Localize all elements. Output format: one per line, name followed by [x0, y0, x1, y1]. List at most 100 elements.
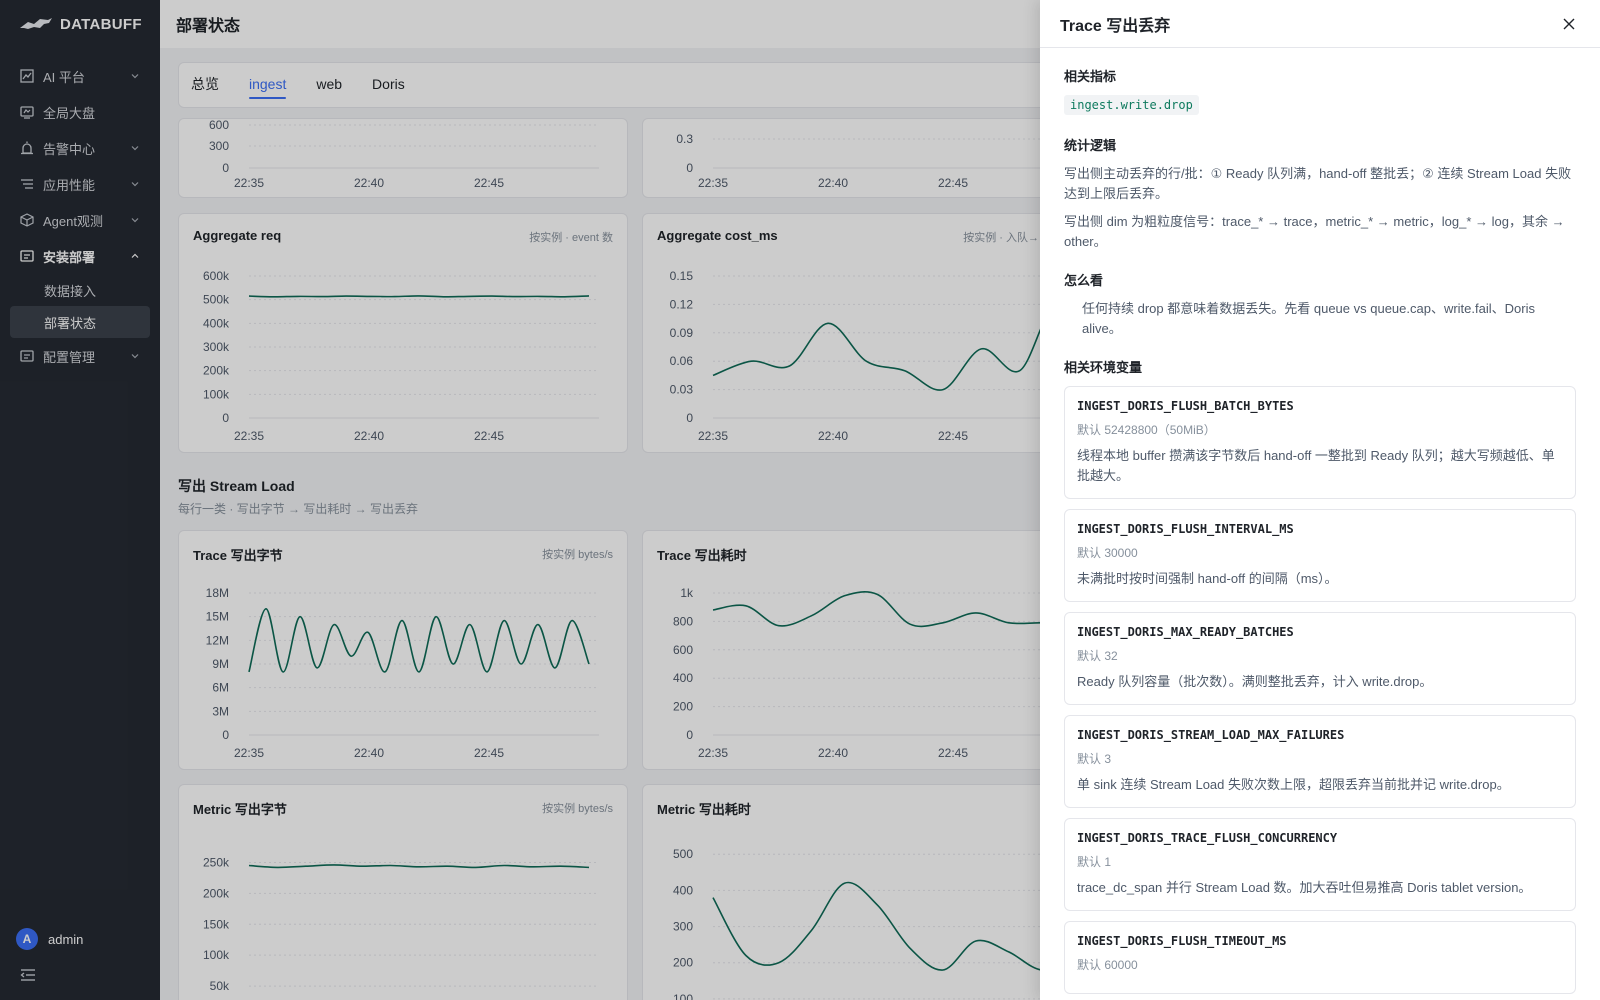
tab-web[interactable]: web [316, 76, 343, 92]
env-name: INGEST_DORIS_MAX_READY_BATCHES [1077, 625, 1294, 639]
y-tick-label: 6M [212, 681, 229, 695]
y-tick-label: 0 [686, 411, 693, 425]
x-tick-label: 22:45 [938, 176, 968, 190]
env-name: INGEST_DORIS_STREAM_LOAD_MAX_FAILURES [1077, 728, 1345, 742]
env-default: 默认 60000 [1077, 958, 1138, 972]
sidebar-item-config-manage[interactable]: 配置管理 [10, 338, 150, 374]
env-desc: 单 sink 连续 Stream Load 失败次数上限，超限丢弃当前批并记 w… [1077, 777, 1510, 792]
install-icon [20, 250, 34, 262]
env-default: 默认 32 [1077, 649, 1118, 663]
chevron-down-icon [131, 146, 139, 151]
y-tick-label: 400k [203, 316, 230, 330]
y-tick-label: 0.12 [670, 297, 694, 311]
x-tick-label: 22:40 [818, 176, 848, 190]
sidebar-item-install-deploy[interactable]: 安装部署 [10, 238, 150, 274]
y-tick-label: 300 [209, 139, 229, 153]
sidebar-subitem-deploy-status[interactable]: 部署状态 [10, 306, 150, 338]
x-tick-label: 22:45 [938, 746, 968, 760]
y-tick-label: 0 [686, 728, 693, 742]
list-icon [21, 179, 33, 189]
chart-meta: 按实例 bytes/s [542, 549, 613, 561]
user-profile[interactable]: A admin [16, 928, 83, 950]
logic-heading: 统计逻辑 [1064, 138, 1117, 153]
y-tick-label: 0 [686, 161, 693, 175]
sidebar-nav: AI 平台 全局大盘 告警中心 应用性能 Agent观测 安装部署 [0, 58, 160, 374]
y-tick-label: 1k [680, 586, 694, 600]
tab-ingest[interactable]: ingest [249, 61, 287, 107]
y-tick-label: 100k [203, 948, 230, 962]
brand[interactable]: DATABUFF [0, 0, 160, 48]
sidebar-item-label: 应用性能 [43, 177, 96, 193]
chevron-down-icon [131, 182, 139, 187]
avatar: A [16, 928, 38, 950]
y-tick-label: 9M [212, 657, 229, 671]
alarm-icon [21, 141, 33, 155]
drawer-mask[interactable] [0, 0, 1040, 1000]
sidebar-item-app-performance[interactable]: 应用性能 [10, 166, 150, 202]
env-desc: trace_dc_span 并行 Stream Load 数。加大吞吐但易推高 … [1077, 880, 1532, 895]
sidebar-item-label: AI 平台 [43, 69, 85, 85]
sidebar-item-label: Agent观测 [43, 213, 103, 229]
env-card: INGEST_DORIS_FLUSH_INTERVAL_MS 默认 30000 … [1064, 509, 1576, 602]
sidebar-item-label: 配置管理 [43, 349, 96, 365]
detail-drawer: Trace 写出丢弃 相关指标 ingest.write.drop 统计逻辑 写… [1040, 0, 1600, 1000]
y-tick-label: 0.3 [676, 132, 693, 146]
y-tick-label: 200k [203, 364, 230, 378]
env-heading: 相关环境变量 [1064, 360, 1143, 375]
env-default: 默认 3 [1077, 752, 1112, 766]
y-tick-label: 100k [203, 387, 230, 401]
chart-meta: 按实例 bytes/s [542, 803, 613, 815]
drawer-body: 相关指标 ingest.write.drop 统计逻辑 写出侧主动丢弃的行/批：… [1040, 48, 1600, 994]
sidebar-item-agent-observe[interactable]: Agent观测 [10, 202, 150, 238]
y-tick-label: 50k [210, 979, 230, 993]
env-default: 默认 1 [1077, 855, 1112, 869]
chart-card-trace-bytes: 0 3M 6M 9M 12M 15M 18M 22:35 22:40 22:45 Trace 写出… [178, 530, 628, 770]
y-tick-label: 200 [673, 700, 693, 714]
chart-meta: 按实例 · event 数 [529, 232, 613, 244]
tab-doris[interactable]: Doris [372, 76, 405, 92]
close-button[interactable] [1558, 13, 1580, 35]
sidebar-item-ai-platform[interactable]: AI 平台 [10, 58, 150, 94]
x-tick-label: 22:45 [474, 429, 504, 443]
chart-meta: 按实例 · 入队→ [963, 232, 1039, 244]
y-tick-label: 12M [206, 633, 229, 647]
chart-title: Trace 写出字节 [193, 548, 283, 563]
sidebar-item-global-dashboard[interactable]: 全局大盘 [10, 94, 150, 130]
env-card: INGEST_DORIS_FLUSH_TIMEOUT_MS 默认 60000 [1064, 921, 1576, 994]
sidebar-item-label: 安装部署 [43, 249, 96, 265]
drawer-title: Trace 写出丢弃 [1060, 17, 1171, 35]
tab-overview[interactable]: 总览 [191, 76, 219, 92]
logic-paragraph: 写出侧 dim 为粗粒度信号：trace_* → trace，metric_* … [1064, 214, 1565, 249]
y-tick-label: 100 [673, 992, 693, 1000]
brand-name: DATABUFF [60, 15, 142, 33]
section-subtitle: 每行一类 · 写出字节 → 写出耗时 → 写出丢弃 [178, 502, 419, 516]
x-tick-label: 22:35 [698, 746, 728, 760]
env-name: INGEST_DORIS_FLUSH_INTERVAL_MS [1077, 522, 1294, 536]
y-tick-label: 0.06 [670, 354, 694, 368]
env-name: INGEST_DORIS_FLUSH_TIMEOUT_MS [1077, 934, 1287, 948]
env-card: INGEST_DORIS_MAX_READY_BATCHES 默认 32 Rea… [1064, 612, 1576, 705]
sidebar-item-label: 全局大盘 [43, 105, 96, 121]
sidebar-subitem-label: 部署状态 [44, 315, 97, 331]
cube-icon [20, 213, 34, 227]
x-tick-label: 22:40 [818, 746, 848, 760]
y-tick-label: 0 [222, 411, 229, 425]
chart-title: Aggregate req [193, 228, 282, 243]
config-icon [20, 350, 34, 362]
env-default: 默认 30000 [1077, 546, 1138, 560]
x-tick-label: 22:45 [938, 429, 968, 443]
sidebar-item-alert-center[interactable]: 告警中心 [10, 130, 150, 166]
x-tick-label: 22:35 [698, 429, 728, 443]
collapse-sidebar-icon[interactable] [20, 968, 36, 982]
chart-top-left: 600 300 0 22:35 22:40 22:45 [209, 119, 599, 190]
howto-paragraph: 任何持续 drop 都意味着数据丢失。先看 queue vs queue.cap… [1082, 301, 1535, 336]
sidebar-subitem-data-ingest[interactable]: 数据接入 [10, 274, 150, 306]
y-tick-label: 400 [673, 883, 693, 897]
y-tick-label: 15M [206, 610, 229, 624]
y-tick-label: 800 [673, 614, 693, 628]
chevron-down-icon [131, 218, 139, 223]
y-tick-label: 600 [209, 119, 229, 132]
close-icon [1563, 18, 1575, 29]
env-default: 默认 52428800（50MiB） [1077, 423, 1216, 437]
logo-icon [20, 18, 52, 29]
